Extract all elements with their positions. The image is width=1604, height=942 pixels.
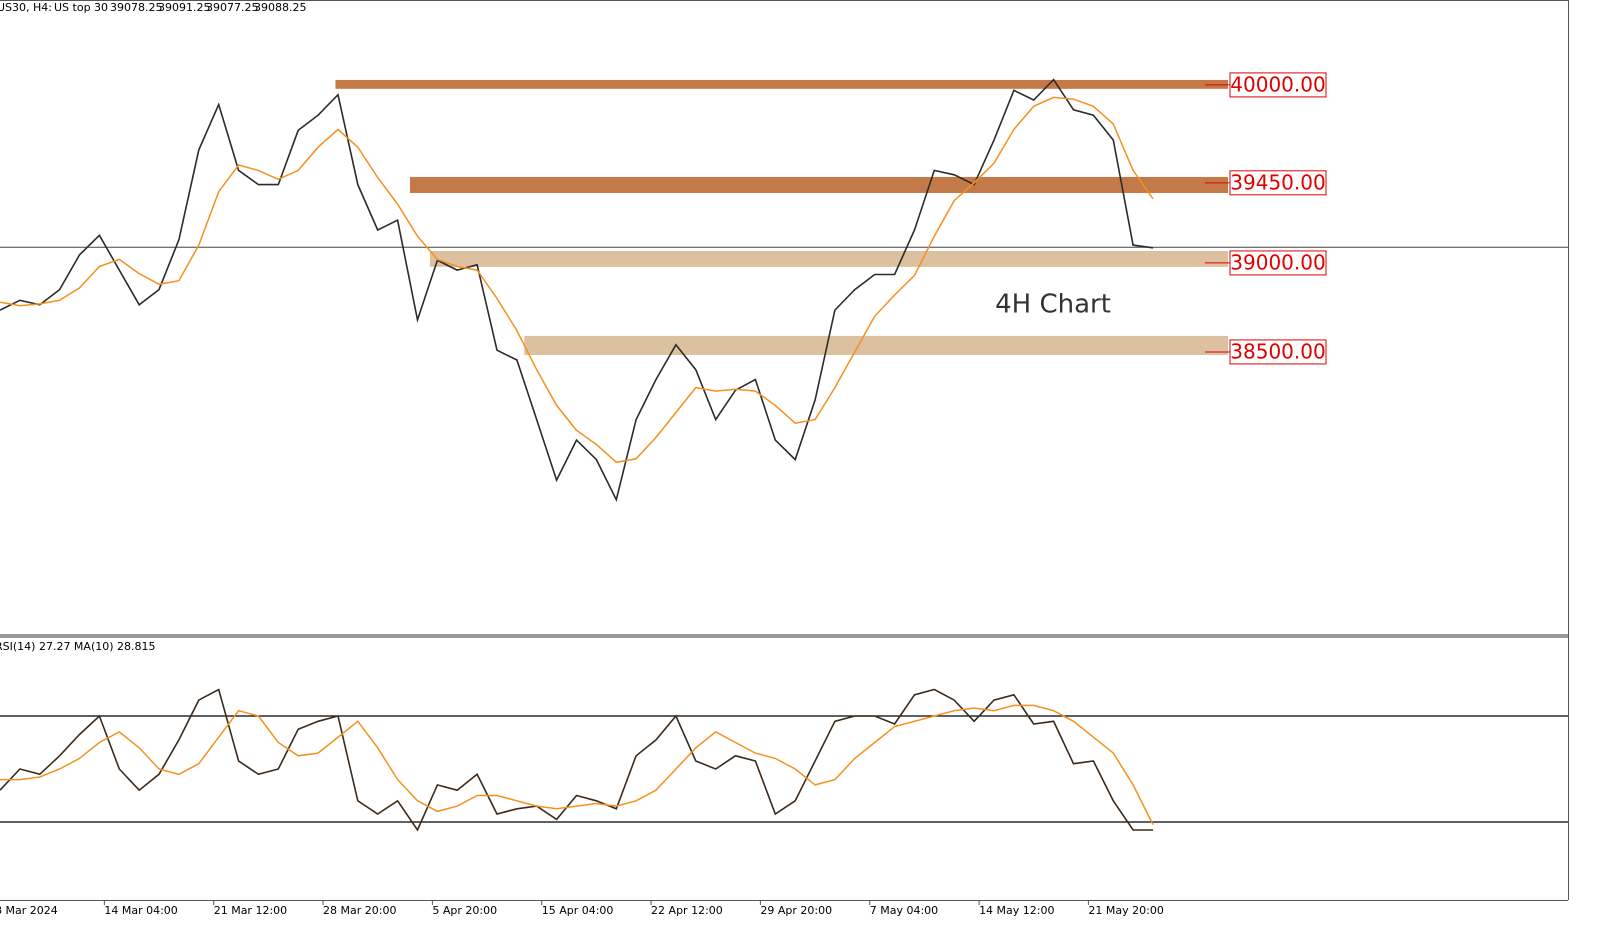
level-label: 39000.00	[1230, 250, 1325, 274]
header-ohlc: 39088.25	[254, 1, 307, 14]
rsi-title: RSI(14) 27.27 MA(10) 28.815	[0, 640, 156, 653]
level-label-box	[1229, 250, 1327, 276]
header-ohlc: 39077.25	[206, 1, 259, 14]
x-tick-label: 21 May 20:00	[1088, 904, 1163, 917]
x-tick-label: 28 Mar 20:00	[323, 904, 396, 917]
x-tick-label: 5 Apr 20:00	[432, 904, 497, 917]
header-name: US top 30	[54, 1, 108, 14]
level-label: 40000.00	[1230, 72, 1325, 96]
header-symbol: US30, H4:	[0, 1, 52, 14]
header-ohlc: 39091.25	[158, 1, 211, 14]
level-label: 39450.00	[1230, 170, 1325, 194]
panel-separator	[0, 634, 1568, 638]
level-label-box	[1229, 170, 1327, 196]
level-zone	[410, 176, 1228, 193]
level-zone	[429, 251, 1229, 267]
level-label-box	[1229, 339, 1327, 365]
x-tick-label: 22 Apr 12:00	[651, 904, 723, 917]
x-tick-label: 14 May 12:00	[979, 904, 1054, 917]
x-tick-label: 7 May 04:00	[870, 904, 938, 917]
level-label-box	[1229, 72, 1327, 98]
header-ohlc: 39078.25	[110, 1, 163, 14]
level-zone	[524, 335, 1228, 355]
series-line	[0, 704, 1154, 825]
x-tick-label: 14 Mar 04:00	[104, 904, 177, 917]
x-tick-label: 29 Apr 20:00	[760, 904, 832, 917]
series-line	[0, 96, 1154, 464]
x-tick-label: 15 Apr 04:00	[542, 904, 614, 917]
x-tick-label: 21 Mar 12:00	[214, 904, 287, 917]
level-zone	[335, 79, 1228, 89]
x-tick-label: 8 Mar 2024	[0, 904, 58, 917]
annotation: 4H Chart	[995, 290, 1111, 320]
series-line	[0, 78, 1154, 503]
series-line	[0, 688, 1153, 832]
level-label: 38500.00	[1230, 339, 1325, 363]
